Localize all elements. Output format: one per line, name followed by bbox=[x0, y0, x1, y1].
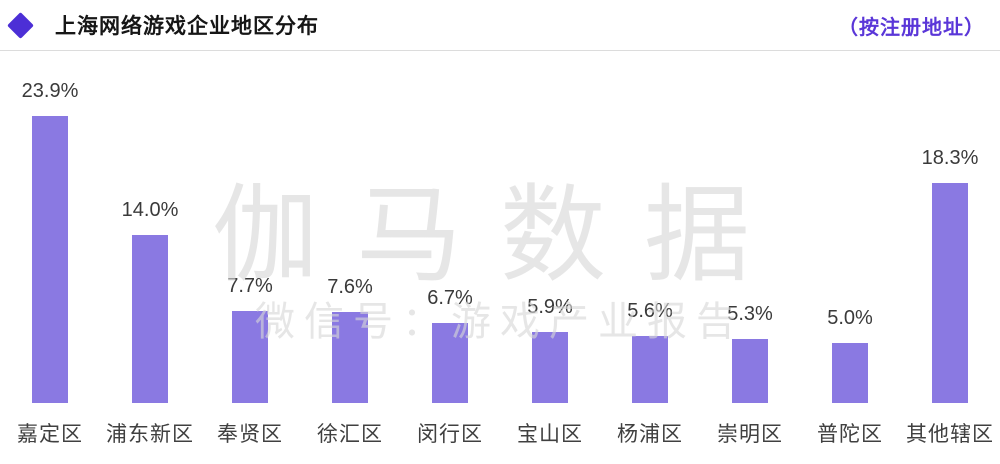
bar-value-label: 14.0% bbox=[121, 199, 179, 221]
bar bbox=[832, 343, 868, 403]
bar bbox=[232, 311, 268, 403]
page-title: 上海网络游戏企业地区分布 bbox=[55, 15, 319, 38]
bar-column: 5.0% 普陀区 bbox=[800, 51, 900, 463]
diamond-icon bbox=[7, 11, 34, 39]
bar bbox=[432, 323, 468, 403]
bar bbox=[732, 339, 768, 403]
bar-value-label: 5.9% bbox=[527, 296, 573, 318]
bar-category-label: 闵行区 bbox=[417, 423, 483, 446]
bar-value-label: 23.9% bbox=[21, 80, 79, 102]
bar-column: 7.6% 徐汇区 bbox=[300, 51, 400, 463]
bar-column: 5.9% 宝山区 bbox=[500, 51, 600, 463]
bar bbox=[132, 235, 168, 403]
bar-category-label: 普陀区 bbox=[817, 423, 883, 446]
bar-category-label: 崇明区 bbox=[717, 423, 783, 446]
bar bbox=[32, 116, 68, 403]
bar-category-label: 嘉定区 bbox=[17, 423, 83, 446]
bar-category-label: 宝山区 bbox=[517, 423, 583, 446]
header-note: （按注册地址） bbox=[838, 16, 985, 39]
bar bbox=[532, 332, 568, 403]
bar-category-label: 徐汇区 bbox=[317, 423, 383, 446]
bar-column: 5.3% 崇明区 bbox=[700, 51, 800, 463]
bar-columns: 23.9% 嘉定区 14.0% 浦东新区 7.7% 奉贤区 7.6% 徐汇区 6.7% 闵行区 5.… bbox=[0, 51, 1000, 463]
bar-column: 5.6% 杨浦区 bbox=[600, 51, 700, 463]
bar-chart: 23.9% 嘉定区 14.0% 浦东新区 7.7% 奉贤区 7.6% 徐汇区 6.7% 闵行区 5.… bbox=[0, 51, 1000, 463]
bar-category-label: 其他辖区 bbox=[906, 423, 994, 446]
bar-value-label: 7.7% bbox=[227, 275, 273, 297]
bar-column: 14.0% 浦东新区 bbox=[100, 51, 200, 463]
bar-category-label: 奉贤区 bbox=[217, 423, 283, 446]
bar-value-label: 5.6% bbox=[627, 300, 673, 322]
bar-value-label: 18.3% bbox=[921, 147, 979, 169]
bar-column: 18.3% 其他辖区 bbox=[900, 51, 1000, 463]
chart-header: 上海网络游戏企业地区分布 （按注册地址） bbox=[0, 0, 1000, 51]
bar-value-label: 5.0% bbox=[827, 307, 873, 329]
bar-value-label: 7.6% bbox=[327, 276, 373, 298]
bar-value-label: 6.7% bbox=[427, 287, 473, 309]
bar-category-label: 杨浦区 bbox=[617, 423, 683, 446]
bar bbox=[932, 183, 968, 403]
bar-column: 7.7% 奉贤区 bbox=[200, 51, 300, 463]
bar-value-label: 5.3% bbox=[727, 303, 773, 325]
bar-category-label: 浦东新区 bbox=[106, 423, 194, 446]
bar-column: 23.9% 嘉定区 bbox=[0, 51, 100, 463]
bar bbox=[632, 336, 668, 403]
bar-column: 6.7% 闵行区 bbox=[400, 51, 500, 463]
bar bbox=[332, 312, 368, 403]
